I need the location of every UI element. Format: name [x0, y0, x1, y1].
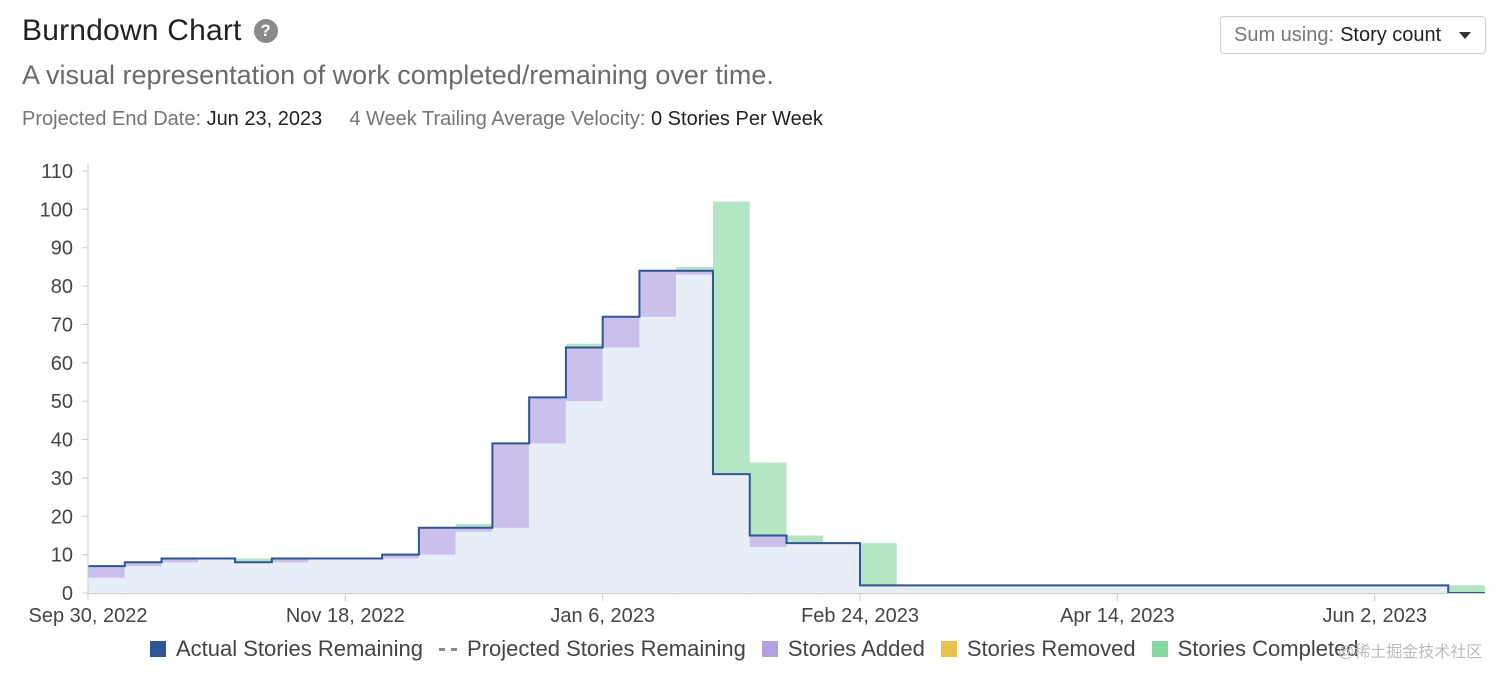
velocity-label: 4 Week Trailing Average Velocity: — [349, 108, 646, 130]
page-title: Burndown Chart — [22, 14, 242, 47]
completed-bar — [749, 462, 787, 536]
completed-bar — [455, 523, 493, 528]
remaining-area — [382, 554, 419, 593]
remaining-area — [896, 585, 1449, 593]
added-bar — [161, 558, 199, 563]
remaining-area — [124, 562, 162, 593]
added-bar — [529, 397, 566, 444]
remaining-area — [712, 474, 750, 593]
remaining-area — [308, 558, 346, 593]
completed-bar — [565, 343, 603, 348]
added-bar — [382, 554, 419, 559]
burndown-chart: 0 10 20 30 40 50 60 70 80 90 100 110 Sep 30, 2022 Nov… — [29, 161, 1485, 627]
added-bar — [565, 347, 603, 402]
y-tick-label: 0 — [62, 583, 73, 605]
chart-meta: Projected End Date: Jun 23, 2023 4 Week … — [22, 108, 823, 131]
x-tick-label: Feb 24, 2023 — [801, 605, 919, 627]
page-subtitle: A visual representation of work complete… — [22, 60, 774, 90]
added-bar — [749, 535, 787, 547]
y-tick-label: 90 — [51, 238, 73, 260]
added-bar — [418, 527, 456, 555]
actual-remaining-line — [88, 269, 1485, 594]
remaining-area — [161, 558, 199, 593]
remaining-area — [786, 543, 824, 593]
watermark: @稀土掘金技术社区 — [1338, 644, 1483, 661]
title-row: Burndown Chart ? — [22, 14, 278, 48]
added-bar — [124, 562, 162, 567]
legend-completed-swatch — [1151, 641, 1168, 657]
completed-bar — [786, 535, 824, 544]
added-bar — [602, 316, 640, 348]
legend-removed-label: Stories Removed — [966, 636, 1136, 661]
legend-removed[interactable]: Stories Removed — [940, 636, 1136, 662]
remaining-area — [676, 270, 713, 593]
legend-added-label: Stories Added — [787, 636, 925, 661]
legend-actual-swatch — [150, 641, 166, 657]
question-circle-icon[interactable]: ? — [253, 19, 278, 43]
y-tick-label: 20 — [51, 506, 73, 528]
sum-using-label: Sum using: — [1234, 23, 1335, 46]
added-bar — [455, 527, 493, 532]
remaining-area — [860, 585, 897, 593]
x-tick-label: Apr 14, 2023 — [1060, 605, 1175, 627]
projected-end-value: Jun 23, 2023 — [206, 108, 323, 130]
y-tick-label: 40 — [51, 430, 73, 452]
x-tick-label: Jan 6, 2023 — [550, 605, 655, 627]
x-tick-label: Nov 18, 2022 — [286, 605, 405, 627]
remaining-area — [345, 558, 383, 593]
sum-using-select[interactable]: Sum using: Story count — [1220, 16, 1486, 54]
legend-actual-label: Actual Stories Remaining — [176, 636, 424, 661]
x-tick-label: Sep 30, 2022 — [29, 605, 148, 627]
remaining-area — [271, 558, 309, 593]
remaining-area — [639, 270, 677, 593]
completed-bar — [1448, 585, 1485, 593]
y-tick-label: 70 — [51, 314, 73, 336]
remaining-area — [823, 543, 861, 593]
added-bar — [492, 443, 530, 528]
velocity-value: 0 Stories Per Week — [651, 108, 823, 130]
remaining-area — [602, 316, 640, 593]
caret-down-icon — [1459, 32, 1471, 39]
x-tick-label: Jun 2, 2023 — [1322, 605, 1427, 627]
legend-completed-label: Stories Completed — [1177, 636, 1359, 661]
y-tick-label: 80 — [51, 276, 73, 298]
added-bar — [639, 270, 677, 317]
legend-projected-swatch — [439, 647, 458, 651]
remaining-area — [198, 558, 236, 593]
completed-bar — [860, 543, 897, 586]
projected-end-label: Projected End Date: — [22, 108, 201, 130]
added-bar — [676, 270, 713, 275]
legend-projected[interactable]: Projected Stories Remaining — [439, 636, 746, 662]
completed-bar — [235, 558, 272, 563]
added-bar — [88, 566, 125, 578]
legend-actual[interactable]: Actual Stories Remaining — [150, 636, 423, 662]
y-tick-label: 30 — [51, 468, 73, 490]
legend-added[interactable]: Stories Added — [761, 636, 925, 662]
added-bar — [271, 558, 309, 563]
legend-removed-swatch — [940, 641, 957, 657]
sum-using-value: Story count — [1340, 23, 1442, 46]
y-tick-label: 60 — [51, 353, 73, 375]
completed-bar — [676, 266, 713, 271]
y-tick-label: 50 — [51, 391, 73, 413]
y-tick-label: 110 — [41, 161, 73, 183]
y-tick-label: 100 — [40, 199, 73, 221]
legend-added-swatch — [761, 641, 778, 657]
completed-bar — [712, 201, 750, 475]
legend-completed[interactable]: Stories Completed — [1151, 636, 1359, 662]
remaining-area — [235, 562, 272, 593]
y-tick-label: 10 — [51, 545, 73, 567]
remaining-area — [455, 527, 493, 593]
chart-legend: Actual Stories Remaining Projected Stori… — [150, 636, 1375, 662]
legend-projected-label: Projected Stories Remaining — [467, 636, 746, 661]
